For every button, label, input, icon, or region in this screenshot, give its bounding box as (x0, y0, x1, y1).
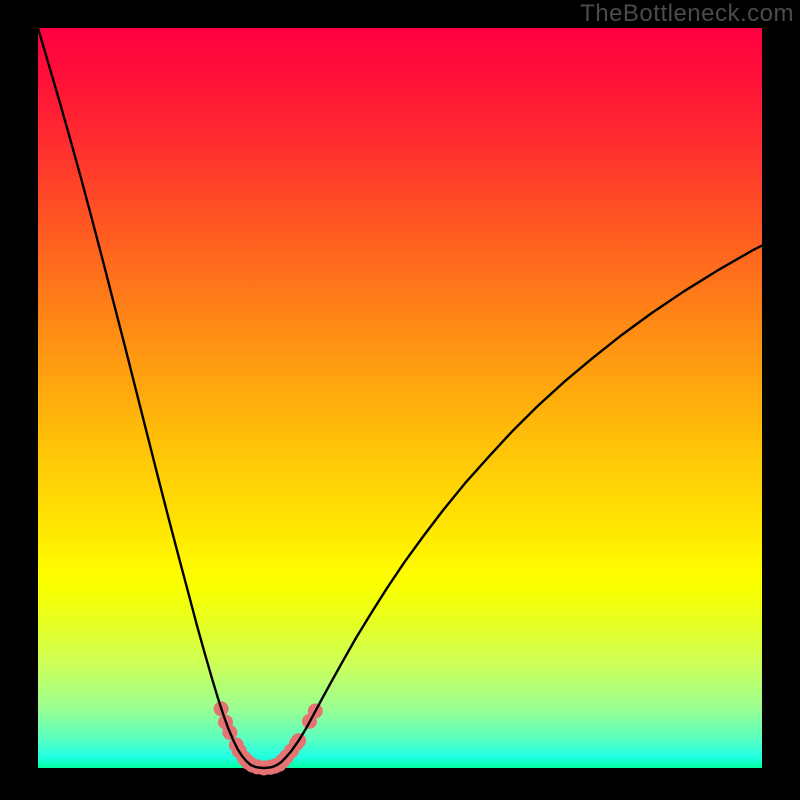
chart-svg (38, 28, 762, 768)
bottleneck-curve (38, 28, 762, 768)
plot-area (38, 28, 762, 768)
watermark-text: TheBottleneck.com (580, 0, 794, 28)
markers-group (214, 702, 322, 775)
